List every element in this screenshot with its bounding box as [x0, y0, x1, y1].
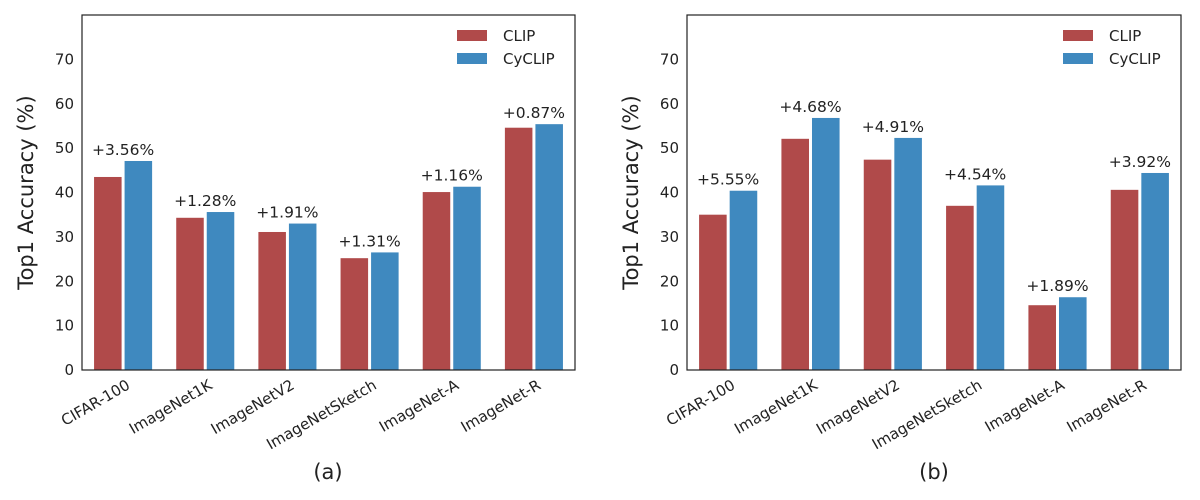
legend-label-b-cyclip: CyCLIP	[1109, 50, 1161, 68]
x-tick-label-b-4: ImageNet-A	[982, 376, 1068, 436]
y-tick-label-a-2: 20	[55, 272, 74, 290]
x-tick-label-a-5: ImageNet-R	[458, 376, 544, 436]
y-tick-label-a-7: 70	[55, 50, 74, 68]
y-tick-label-a-5: 50	[55, 139, 74, 157]
y-tick-label-b-2: 20	[660, 272, 679, 290]
x-tick-label-b-0: CIFAR-100	[663, 376, 738, 430]
bar-b-cyclip-0	[729, 190, 758, 370]
annotation-a-4: +1.16%	[421, 167, 483, 185]
x-tick-label-a-1: ImageNet1K	[126, 375, 216, 438]
bar-b-clip-4	[1028, 305, 1056, 370]
chart-panel-a: +3.56% CIFAR-100 +1.28% ImageNet1K +1.91% Ima…	[14, 14, 576, 484]
chart-panel-b: +5.55% CIFAR-100 +4.68% ImageNet1K +4.91% Ima…	[619, 14, 1182, 484]
bar-a-clip-1	[176, 217, 204, 370]
bar-a-cyclip-1	[206, 212, 235, 370]
legend-swatch-a-clip	[457, 30, 487, 41]
x-tick-label-a-0: CIFAR-100	[58, 376, 133, 430]
annotation-b-4: +1.89%	[1026, 277, 1088, 295]
bar-a-cyclip-0	[124, 160, 153, 370]
x-tick-label-b-1: ImageNet1K	[731, 375, 821, 438]
y-tick-label-b-5: 50	[660, 139, 679, 157]
panel-caption-b: (b)	[919, 460, 949, 484]
bar-b-cyclip-4	[1059, 297, 1087, 370]
y-axis-label-b: Top1 Accuracy (%)	[619, 95, 643, 290]
x-tick-label-b-5: ImageNet-R	[1064, 376, 1150, 436]
bar-b-cyclip-3	[976, 185, 1005, 370]
legend-swatch-a-cyclip	[457, 53, 487, 64]
bar-a-clip-2	[258, 231, 286, 370]
annotation-b-2: +4.91%	[862, 118, 924, 136]
annotation-a-0: +3.56%	[92, 141, 154, 159]
annotation-b-3: +4.54%	[944, 165, 1006, 183]
legend-swatch-b-clip	[1063, 30, 1093, 41]
bar-b-cyclip-5	[1141, 172, 1169, 370]
axes-frame-b	[686, 14, 1182, 371]
bar-a-clip-5	[504, 127, 533, 371]
bar-a-cyclip-4	[453, 186, 481, 370]
legend-swatch-b-cyclip	[1063, 53, 1093, 64]
annotation-a-5: +0.87%	[503, 104, 565, 122]
y-tick-label-b-7: 70	[660, 50, 679, 68]
y-tick-label-b-4: 40	[660, 184, 679, 202]
y-tick-label-a-1: 10	[55, 317, 74, 335]
bar-b-clip-0	[699, 214, 727, 370]
x-tick-label-a-4: ImageNet-A	[376, 376, 462, 436]
y-axis-label-a: Top1 Accuracy (%)	[14, 95, 38, 290]
bar-a-clip-0	[94, 176, 122, 370]
annotation-b-5: +3.92%	[1109, 153, 1171, 171]
y-tick-label-a-6: 60	[55, 95, 74, 113]
annotation-a-1: +1.28%	[174, 192, 236, 210]
bar-a-clip-4	[422, 192, 451, 370]
y-tick-label-a-4: 40	[55, 184, 74, 202]
bar-b-cyclip-1	[812, 117, 840, 370]
annotation-a-3: +1.31%	[338, 232, 400, 250]
legend-label-b-clip: CLIP	[1109, 27, 1141, 45]
bar-a-clip-3	[340, 258, 369, 370]
bar-b-clip-3	[946, 205, 974, 370]
annotation-a-2: +1.91%	[256, 204, 318, 222]
y-tick-label-b-0: 0	[669, 361, 679, 379]
bar-b-clip-5	[1110, 189, 1139, 370]
bar-b-clip-1	[781, 138, 809, 370]
y-tick-label-b-3: 30	[660, 228, 679, 246]
bar-a-cyclip-3	[371, 252, 399, 370]
axes-frame-a	[81, 14, 576, 371]
legend-label-a-cyclip: CyCLIP	[503, 50, 555, 68]
bar-a-cyclip-2	[288, 223, 317, 370]
y-tick-label-a-0: 0	[64, 361, 74, 379]
legend-label-a-clip: CLIP	[503, 27, 535, 45]
bar-b-clip-2	[863, 159, 892, 370]
bar-a-cyclip-5	[535, 124, 563, 370]
y-tick-label-a-3: 30	[55, 228, 74, 246]
panel-caption-a: (a)	[313, 460, 342, 484]
annotation-b-0: +5.55%	[697, 171, 759, 189]
y-tick-label-b-6: 60	[660, 95, 679, 113]
y-tick-label-b-1: 10	[660, 317, 679, 335]
annotation-b-1: +4.68%	[779, 98, 841, 116]
bar-b-cyclip-2	[894, 137, 922, 370]
